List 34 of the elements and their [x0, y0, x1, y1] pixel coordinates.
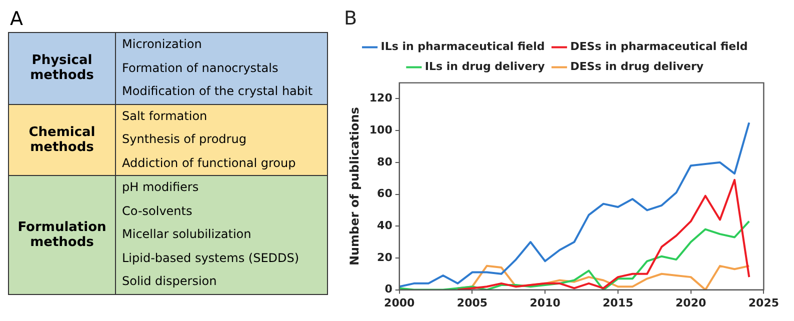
- category-label: Formulation methods: [18, 220, 106, 250]
- text: Synthesis of prodrug: [122, 132, 246, 146]
- legend-label: ILs in drug delivery: [424, 60, 545, 74]
- chart-title: B: [344, 7, 358, 30]
- y-tick-label: 80: [377, 155, 393, 168]
- text: Lipid-based systems (SEDDS): [122, 250, 300, 264]
- text: Salt formation: [122, 108, 208, 122]
- text: Modification of the crystal habit: [122, 84, 313, 98]
- y-tick-label: 0: [384, 282, 393, 296]
- text: Co-solvents: [122, 204, 192, 218]
- legend-label: DESs in pharmaceutical field: [570, 40, 748, 54]
- legend-label: DESs in drug delivery: [570, 60, 704, 74]
- y-tick-label: 120: [369, 92, 393, 105]
- text: A: [10, 8, 24, 32]
- x-tick-label: 2000: [384, 296, 416, 310]
- x-tick-label: 2015: [602, 296, 634, 310]
- text: Micronization: [122, 37, 202, 51]
- y-axis-title: Number of publications: [347, 107, 362, 266]
- x-tick-label: 2020: [676, 296, 706, 310]
- category-label: Chemical methods: [28, 124, 96, 155]
- y-tick-label: 20: [377, 250, 393, 264]
- x-tick-label: 2025: [748, 296, 780, 310]
- y-tick-label: 100: [369, 123, 393, 136]
- text: Formation of nanocrystals: [122, 60, 278, 74]
- text: Micellar solubilization: [122, 227, 252, 241]
- legend-label: ILs in pharmaceutical field: [380, 40, 545, 54]
- text: Addiction of functional group: [122, 156, 296, 170]
- x-tick-label: 2005: [456, 296, 488, 310]
- category-label: Physical methods: [30, 53, 94, 84]
- y-tick-label: 40: [377, 218, 393, 232]
- text: pH modifiers: [122, 180, 199, 194]
- text: Solid dispersion: [122, 274, 217, 288]
- y-tick-label: 60: [377, 187, 393, 200]
- x-tick-label: 2010: [530, 296, 561, 310]
